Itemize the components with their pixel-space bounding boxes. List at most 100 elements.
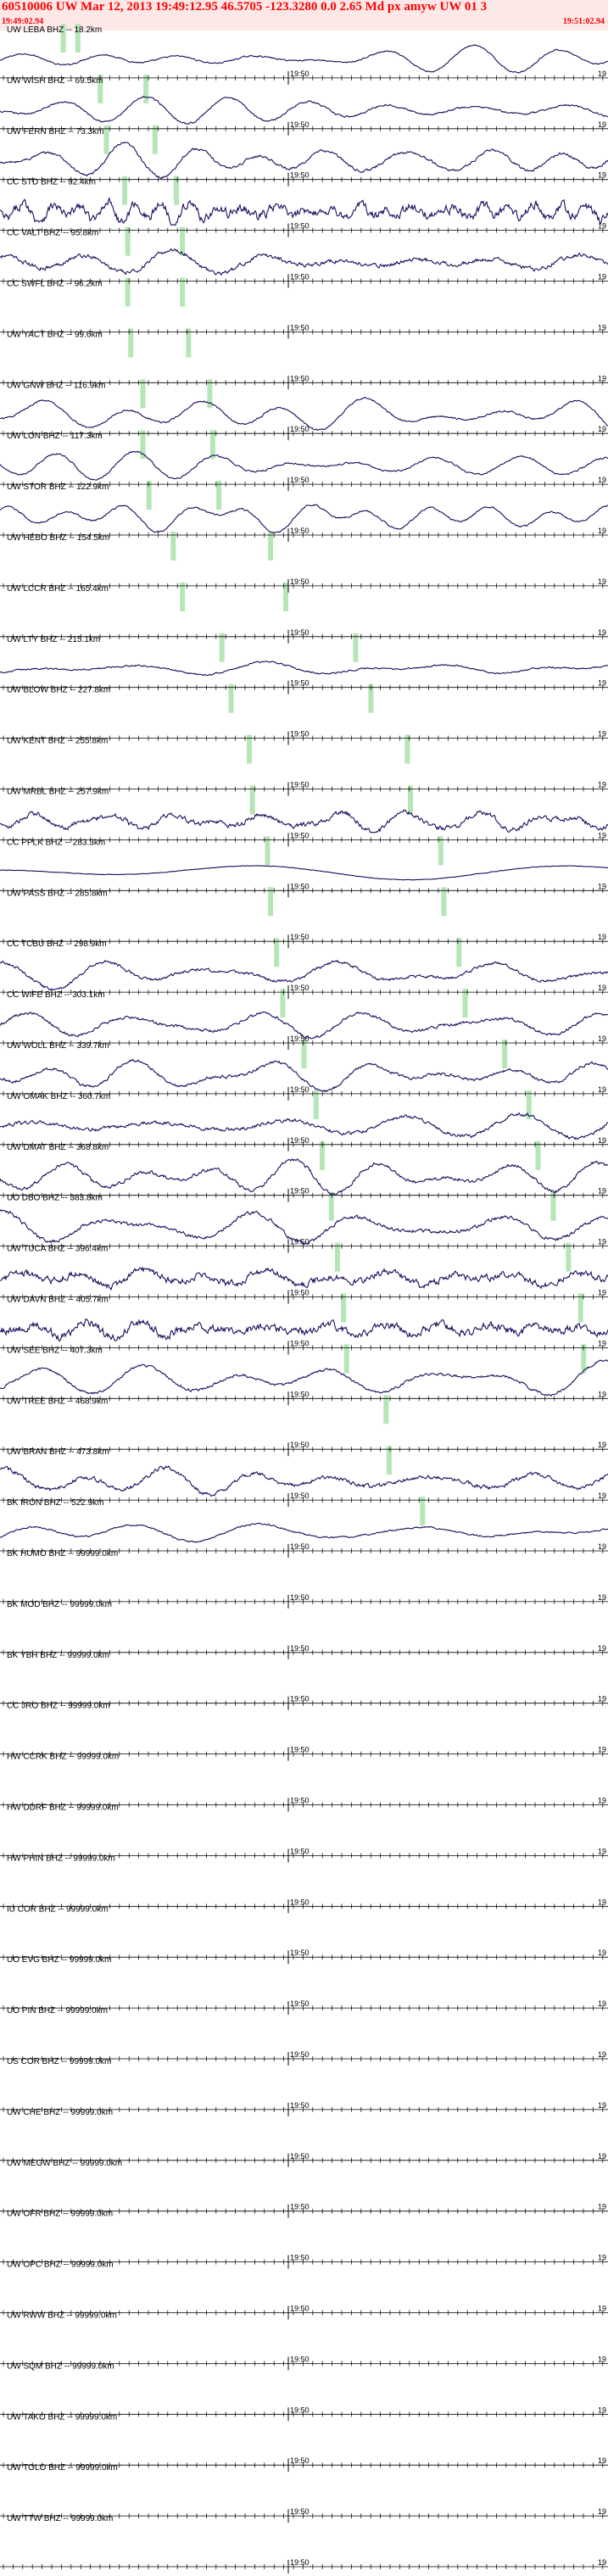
waveform-trace [0, 142, 608, 180]
station-label: UW FERN BHZ -- 73.3km [7, 127, 103, 137]
station-label: HW DDRF BHZ -- 99999.0km [7, 1804, 119, 1813]
axis-ticks [3, 837, 604, 843]
pick-marker [122, 176, 127, 205]
tick-label: 19:50 [290, 1339, 310, 1347]
axis-ticks [3, 2513, 604, 2519]
edge-tick-label: 19 [598, 1999, 606, 2008]
edge-tick-label: 19 [598, 831, 606, 839]
pick-marker [502, 1040, 508, 1068]
axis-ticks [3, 1904, 604, 1910]
axis-ticks [3, 1497, 604, 1503]
tick-label: 19:50 [290, 2152, 310, 2161]
edge-tick-label: 19 [598, 1034, 606, 1043]
tick-label: 19:50 [290, 2406, 310, 2414]
pick-marker [328, 1191, 334, 1221]
edge-tick-label: 19 [598, 1797, 606, 1805]
pick-marker [140, 430, 146, 460]
edge-tick-label: 19 [598, 2152, 606, 2161]
station-label: UO EVG BHZ -- 99999.0km [7, 1955, 111, 1965]
pick-marker [283, 582, 288, 611]
tick-label: 19:50 [290, 1746, 310, 1754]
pick-marker [353, 633, 359, 662]
event-title: 60510006 UW Mar 12, 2013 19:49:12.95 46.… [2, 0, 488, 14]
station-label: UW LTY BHZ -- 215.1km [7, 635, 100, 644]
pick-marker [456, 938, 462, 967]
waveform-trace [0, 504, 608, 534]
axis-ticks [3, 431, 604, 437]
pick-marker [216, 481, 222, 510]
axis-ticks [3, 1090, 604, 1096]
pick-marker [341, 1293, 347, 1323]
station-label: UW WOLL BHZ -- 339.7km [7, 1041, 109, 1051]
edge-tick-label: 19 [598, 1390, 606, 1398]
pick-marker [268, 887, 274, 917]
station-label: UW TOLO BHZ -- 99999.0km [7, 2463, 118, 2473]
pick-marker [550, 1191, 556, 1221]
pick-marker [438, 836, 443, 866]
pick-marker [383, 1395, 389, 1425]
edge-tick-label: 19 [598, 984, 606, 992]
axis-ticks [3, 1700, 604, 1706]
tick-label: 19:50 [290, 628, 310, 637]
axis-ticks [3, 1345, 604, 1351]
pick-marker [125, 226, 131, 256]
pick-marker [207, 379, 213, 409]
edge-tick-label: 19 [598, 882, 606, 890]
axis-ticks [3, 786, 604, 792]
station-label: US COR BHZ -- 99999.0km [7, 2057, 111, 2066]
axis-ticks [3, 380, 604, 386]
station-label: UW SQM BHZ -- 99999.0km [7, 2361, 114, 2371]
axis-ticks [3, 939, 604, 945]
edge-tick-label: 19 [598, 222, 606, 231]
pick-marker [368, 683, 374, 713]
pick-marker [186, 328, 192, 358]
station-label: BK YBH BHZ -- 99999.0km [7, 1651, 109, 1660]
pick-marker [125, 277, 131, 307]
station-label: BK IRON BHZ -- 522.9km [7, 1498, 103, 1508]
axis-ticks [3, 2157, 604, 2163]
edge-tick-label: 19 [598, 1339, 606, 1347]
tick-label: 19:50 [290, 527, 310, 535]
station-label: UW LEBA BHZ -- 18.2km [7, 25, 102, 35]
tick-label: 19:50 [290, 679, 310, 688]
station-label: UW DAVN BHZ -- 405.7km [7, 1296, 109, 1305]
edge-tick-label: 19 [598, 2558, 606, 2567]
pick-marker [301, 1040, 307, 1068]
axis-ticks [3, 684, 604, 690]
axis-ticks [3, 2259, 604, 2265]
tick-label: 19:50 [290, 2203, 310, 2211]
station-label: UW KENT BHZ -- 255.8km [7, 737, 108, 746]
pick-marker [581, 1344, 587, 1374]
pick-marker [249, 785, 255, 815]
station-label: CC TCBU BHZ -- 298.9km [7, 940, 107, 949]
edge-tick-label: 19 [598, 1238, 606, 1246]
edge-tick-label: 19 [598, 2305, 606, 2313]
pick-marker [219, 633, 225, 662]
axis-ticks [3, 735, 604, 741]
tick-label: 19:50 [290, 1034, 310, 1043]
station-label: UW PASS BHZ -- 285.8km [7, 889, 108, 898]
edge-tick-label: 19 [598, 2507, 606, 2516]
pick-marker [143, 74, 149, 103]
axis-ticks [3, 1396, 604, 1402]
edge-tick-label: 19 [598, 2406, 606, 2414]
station-label: UW YACT BHZ -- 99.6km [7, 330, 103, 339]
tick-label: 19:50 [290, 1441, 310, 1449]
trace-layer: UW LEBA BHZ -- 18.2km 19:50 19 UW WISH BHZ … [0, 25, 608, 2573]
waveform-trace [0, 1359, 608, 1397]
axis-ticks [3, 1192, 604, 1198]
station-label: HW CCRK BHZ -- 99999.0km [7, 1753, 119, 1762]
station-label: UW OFR BHZ -- 99999.0km [7, 2210, 113, 2219]
station-label: UW HEBO BHZ -- 154.5km [7, 533, 109, 543]
waveform-trace [0, 1112, 608, 1140]
pick-marker [280, 989, 286, 1018]
pick-marker [60, 24, 66, 53]
station-label: HW PHIN BHZ -- 99999.0km [7, 1854, 115, 1863]
axis-ticks [3, 583, 604, 588]
axis-ticks [3, 2005, 604, 2011]
edge-tick-label: 19 [598, 781, 606, 789]
edge-tick-label: 19 [598, 730, 606, 739]
station-label: IU COR BHZ -- 99999.0km [7, 1904, 108, 1914]
tick-label: 19:50 [290, 1593, 310, 1602]
